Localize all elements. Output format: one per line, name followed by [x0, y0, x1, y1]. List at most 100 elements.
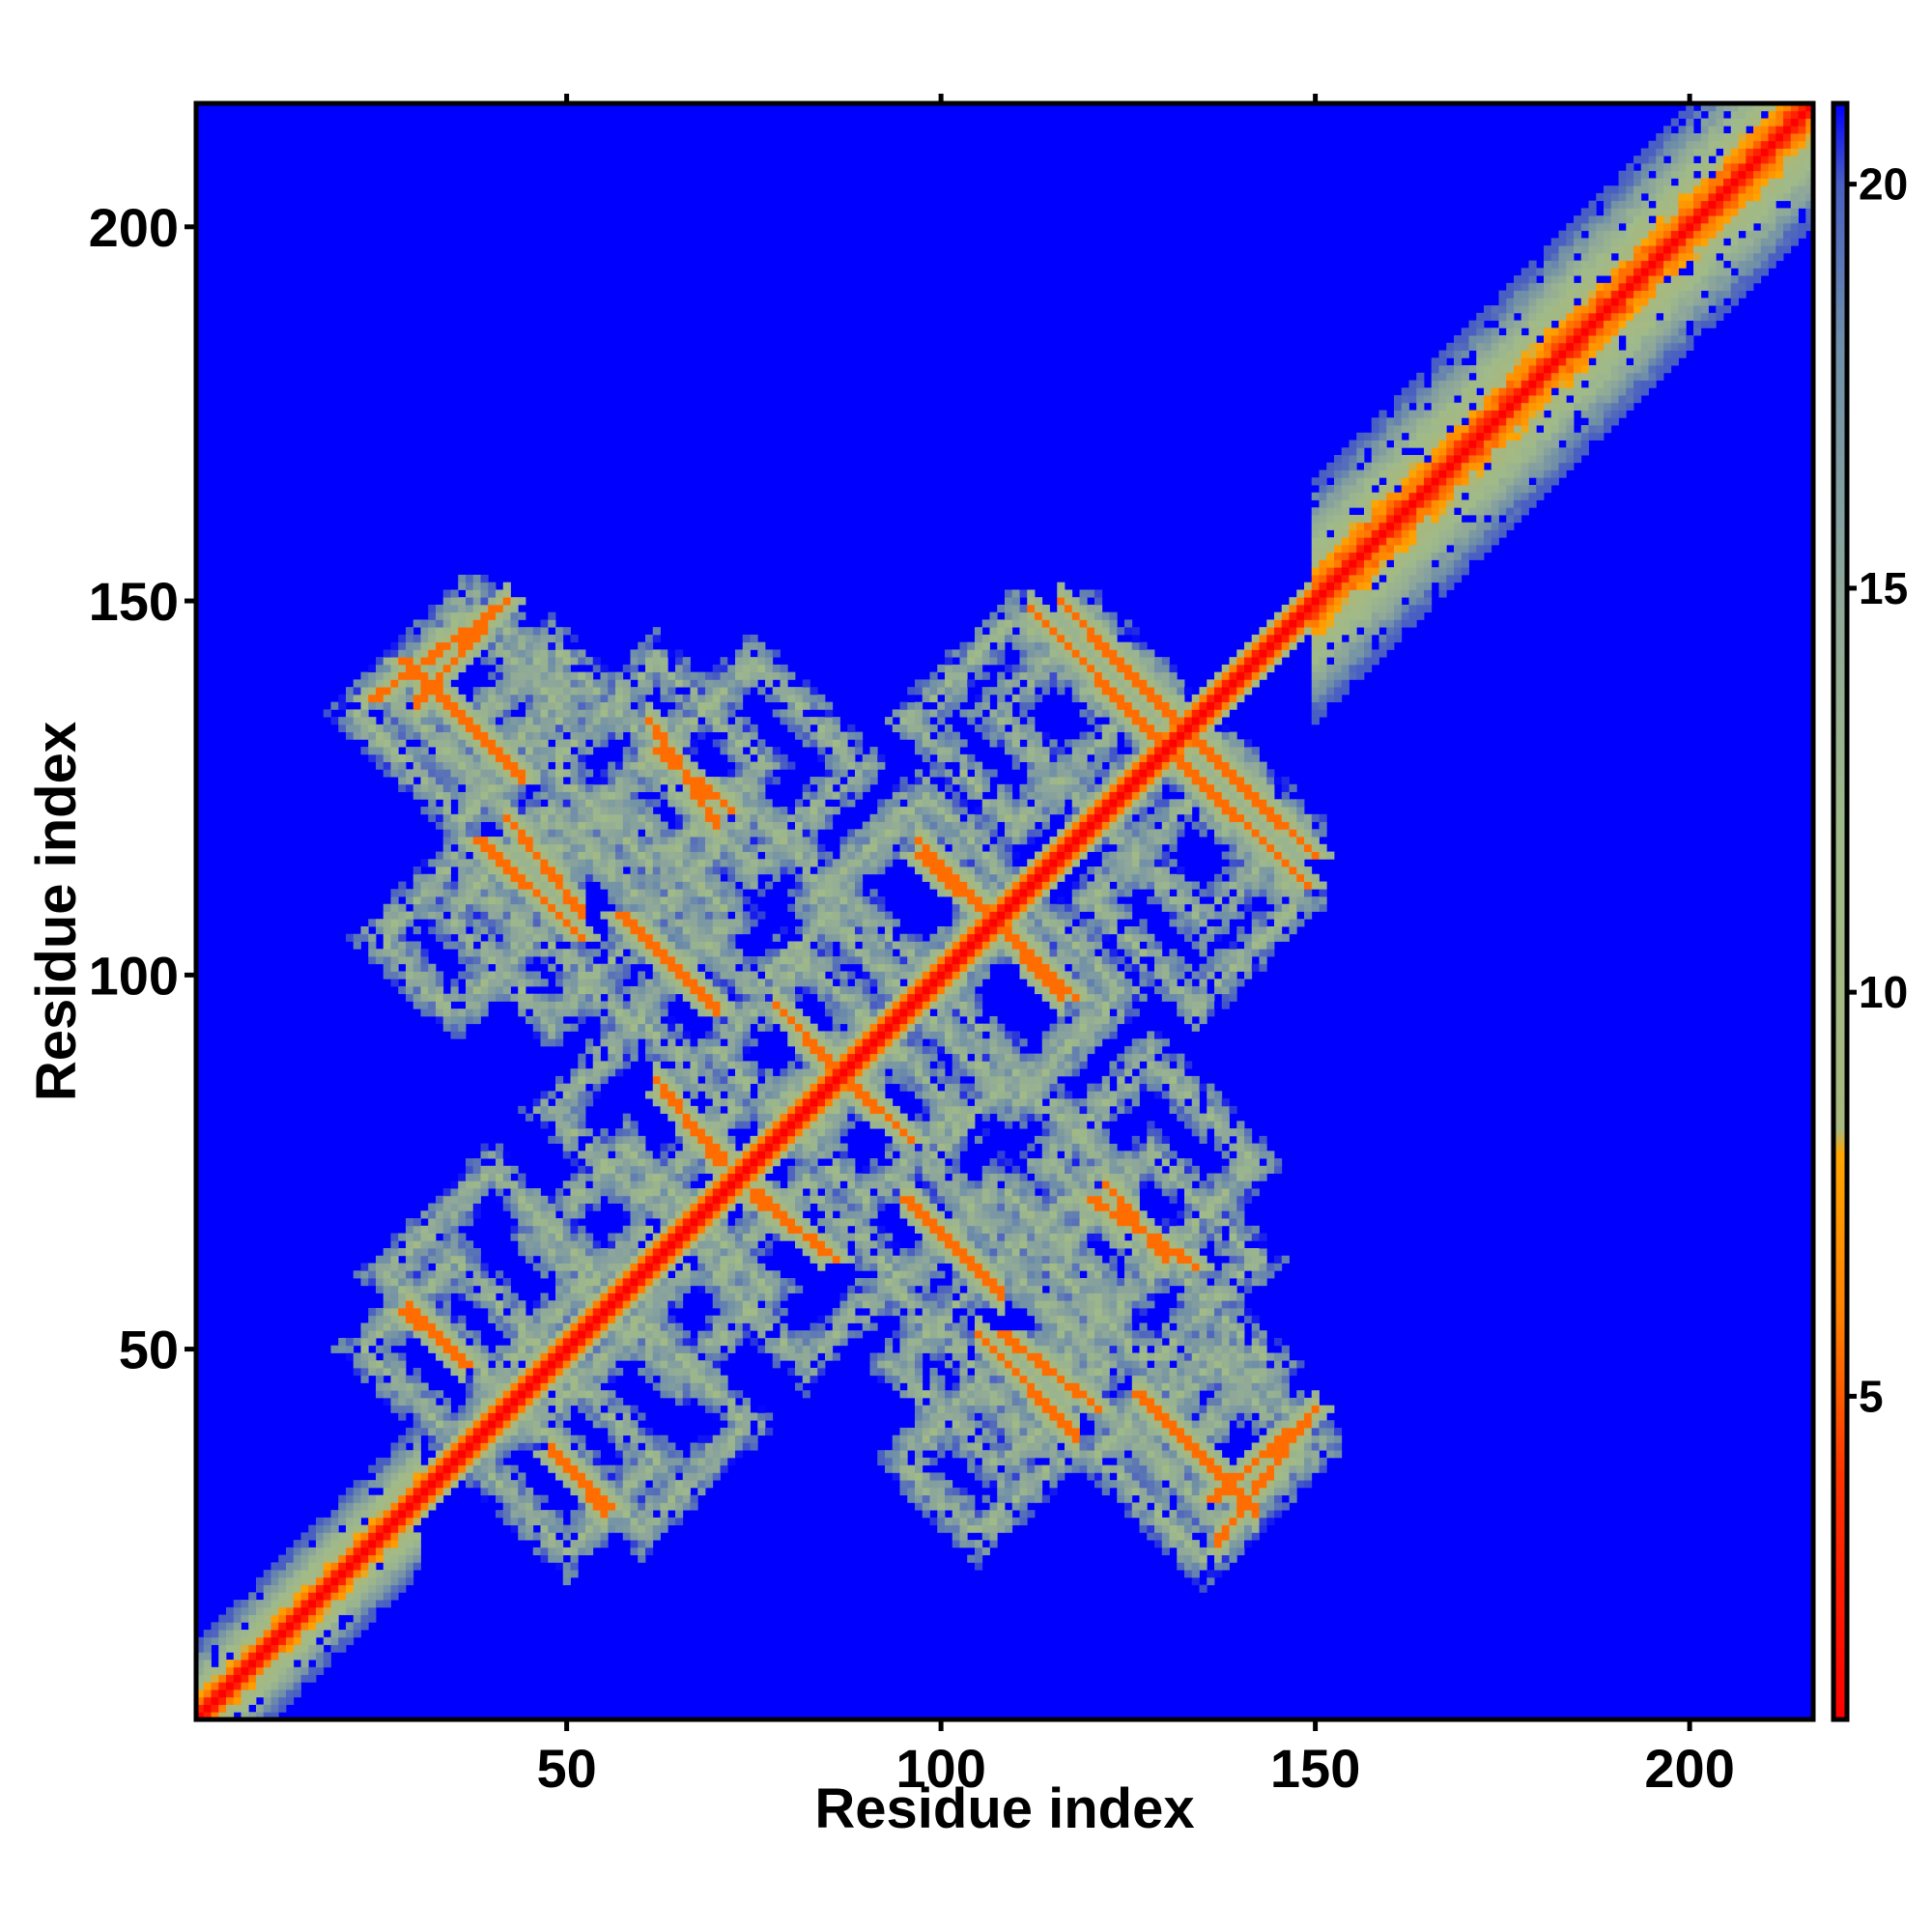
heatmap-cell [585, 724, 594, 733]
heatmap-cell [690, 963, 698, 972]
heatmap-cell [472, 1300, 481, 1309]
heatmap-cell [652, 769, 661, 778]
heatmap-cell [540, 1195, 549, 1204]
heatmap-cell [562, 837, 571, 845]
heatmap-cell [675, 799, 684, 808]
heatmap-cell [360, 1547, 369, 1556]
heatmap-cell [376, 1367, 384, 1377]
heatmap-cell [652, 813, 661, 822]
heatmap-cell [472, 799, 481, 808]
heatmap-cell [638, 1308, 646, 1317]
heatmap-cell [406, 1480, 414, 1489]
heatmap-cell [562, 1121, 571, 1129]
heatmap-cell [518, 724, 526, 733]
heatmap-cell [540, 1248, 549, 1257]
heatmap-cell [570, 761, 579, 770]
heatmap-cell [705, 1045, 714, 1055]
heatmap-cell [540, 1435, 549, 1443]
heatmap-cell [293, 1644, 301, 1653]
heatmap-cell [682, 1494, 691, 1503]
heatmap-cell [727, 881, 736, 890]
heatmap-cell [697, 791, 706, 800]
heatmap-cell [705, 1360, 714, 1369]
heatmap-cell [412, 1233, 421, 1241]
heatmap-cell [458, 837, 467, 845]
heatmap-cell [263, 1606, 271, 1615]
heatmap-cell [585, 1345, 594, 1353]
heatmap-cell [442, 1427, 451, 1436]
heatmap-cell [480, 619, 489, 628]
heatmap-cell [390, 1285, 399, 1293]
heatmap-cell [645, 634, 654, 643]
heatmap-cell [645, 941, 654, 950]
heatmap-cell [346, 694, 355, 703]
heatmap-cell [368, 1308, 377, 1317]
heatmap-cell [592, 993, 601, 1002]
heatmap-cell [630, 807, 639, 815]
heatmap-cell [466, 881, 474, 890]
heatmap-cell [592, 1173, 601, 1181]
heatmap-cell [652, 1524, 661, 1533]
heatmap-cell [600, 1173, 609, 1181]
heatmap-cell [480, 925, 489, 935]
heatmap-cell [398, 903, 407, 912]
heatmap-cell [585, 1098, 594, 1107]
heatmap-cell [548, 1352, 556, 1361]
heatmap-cell [338, 1517, 347, 1526]
heatmap-cell [727, 777, 736, 785]
heatmap-cell [472, 963, 481, 972]
heatmap-cell [368, 1606, 377, 1615]
heatmap-cell [368, 1592, 377, 1601]
heatmap-cell [323, 1636, 331, 1645]
heatmap-cell [570, 925, 579, 935]
heatmap-cell [735, 1015, 744, 1025]
heatmap-cell [383, 1322, 391, 1331]
heatmap-cell [705, 679, 714, 688]
heatmap-cell [428, 1337, 437, 1347]
heatmap-cell [526, 1442, 534, 1451]
heatmap-cell [480, 717, 489, 725]
heatmap-cell [436, 1203, 444, 1211]
heatmap-cell [472, 589, 481, 598]
heatmap-cell [555, 1075, 564, 1085]
heatmap-cell [712, 829, 721, 838]
heatmap-cell [390, 1382, 399, 1391]
heatmap-cell [555, 867, 564, 875]
heatmap-cell [203, 1644, 212, 1653]
heatmap-cell [548, 641, 556, 650]
heatmap-cell [472, 1255, 481, 1264]
heatmap-cell [518, 829, 526, 838]
heatmap-cell [660, 933, 668, 942]
heatmap-cell [555, 1562, 564, 1571]
heatmap-cell [436, 1472, 444, 1481]
heatmap-cell [697, 1218, 706, 1227]
heatmap-cell [390, 925, 399, 935]
heatmap-cell [406, 1278, 414, 1287]
heatmap-cell [690, 1352, 698, 1361]
heatmap-cell [496, 739, 504, 748]
heatmap-cell [360, 671, 369, 680]
heatmap-cell [622, 843, 631, 852]
heatmap-cell [450, 1180, 459, 1189]
heatmap-cell [502, 1405, 511, 1413]
heatmap-cell [420, 1270, 429, 1279]
heatmap-cell [712, 1382, 721, 1391]
heatmap-cell [555, 1457, 564, 1466]
heatmap-cell [682, 671, 691, 680]
heatmap-cell [510, 1375, 519, 1383]
heatmap-cell [526, 903, 534, 912]
heatmap-cell [638, 1300, 646, 1309]
heatmap-cell [548, 1105, 556, 1115]
heatmap-cell [368, 1570, 377, 1578]
heatmap-cell [585, 1285, 594, 1293]
heatmap-cell [622, 1450, 631, 1459]
heatmap-cell [675, 709, 684, 718]
heatmap-cell [652, 1464, 661, 1473]
heatmap-cell [555, 851, 564, 860]
heatmap-cell [548, 694, 556, 703]
heatmap-cell [570, 1322, 579, 1331]
heatmap-cell [436, 985, 444, 995]
heatmap-cell [622, 859, 631, 867]
heatmap-cell [278, 1614, 287, 1623]
heatmap-cell [472, 843, 481, 852]
